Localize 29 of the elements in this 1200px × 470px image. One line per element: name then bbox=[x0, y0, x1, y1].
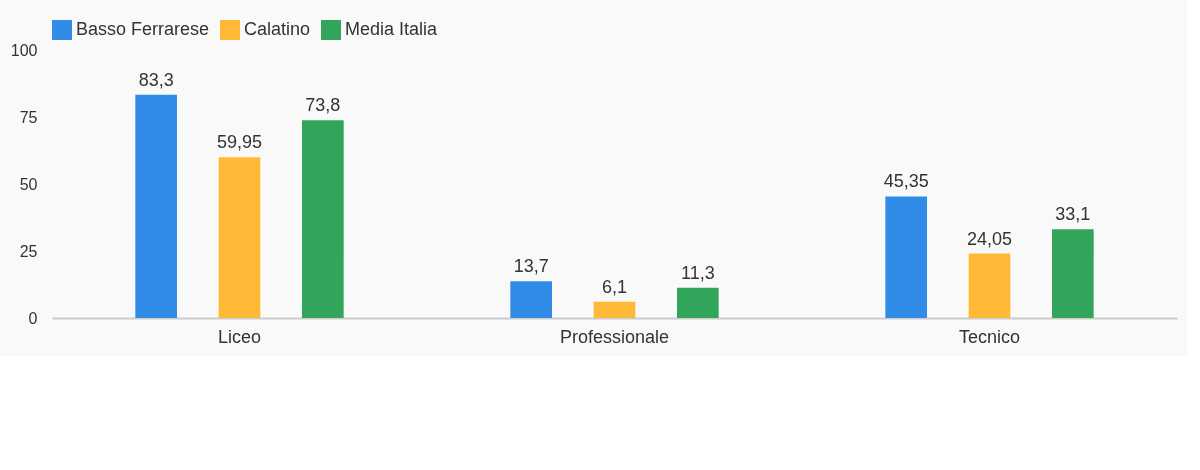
data-label: 73,8 bbox=[305, 95, 341, 116]
bar bbox=[1052, 229, 1094, 318]
y-tick-label: 25 bbox=[19, 242, 38, 260]
bar bbox=[135, 94, 177, 318]
y-tick-label: 0 bbox=[28, 309, 38, 327]
y-tick-label: 50 bbox=[19, 175, 38, 193]
legend-label: Calatino bbox=[244, 19, 311, 39]
bar bbox=[218, 157, 261, 318]
x-tick-label: Tecnico bbox=[958, 326, 1021, 347]
x-tick-label: Professionale bbox=[559, 326, 670, 347]
data-label: 11,3 bbox=[680, 262, 715, 283]
legend-label: Media Italia bbox=[345, 19, 439, 39]
data-label: 24,05 bbox=[966, 228, 1013, 249]
data-label: 59,95 bbox=[216, 132, 263, 153]
bar bbox=[968, 253, 1011, 318]
bar bbox=[677, 287, 719, 318]
data-label: 6,1 bbox=[601, 276, 628, 297]
legend-label: Basso Ferrarese bbox=[76, 19, 210, 39]
bar bbox=[510, 281, 552, 318]
bar bbox=[885, 196, 927, 318]
y-tick-label: 75 bbox=[19, 108, 38, 126]
data-label: 45,35 bbox=[883, 171, 929, 192]
data-label: 83,3 bbox=[138, 69, 174, 90]
bar bbox=[593, 301, 636, 318]
bar bbox=[302, 120, 344, 318]
x-tick-label: Liceo bbox=[217, 326, 262, 347]
data-label: 33,1 bbox=[1055, 204, 1091, 225]
y-tick-label: 100 bbox=[10, 41, 38, 59]
data-label: 13,7 bbox=[513, 256, 549, 277]
